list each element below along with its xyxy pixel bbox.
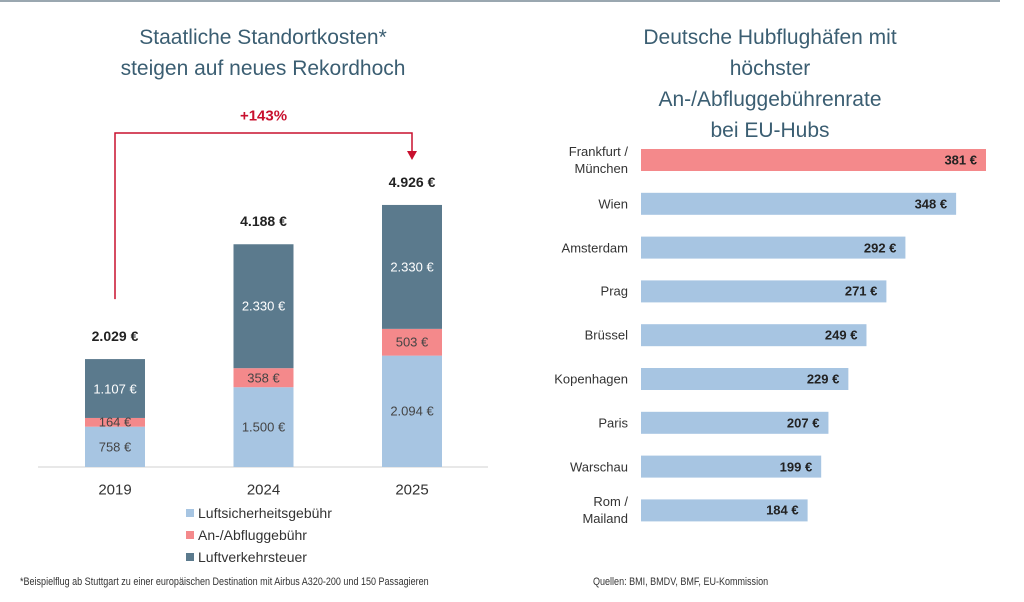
bar-segment	[85, 417, 145, 427]
bar-segment	[382, 204, 442, 329]
legend-label: Luftsicherheitsgebühr	[198, 505, 332, 521]
value-label: 207 €	[786, 415, 820, 431]
y-tick-label: Frankfurt / München	[568, 144, 628, 176]
bar-segment	[233, 244, 294, 369]
bar	[641, 280, 887, 303]
value-label: 2.330 €	[241, 298, 286, 314]
legend-swatch	[186, 509, 194, 517]
value-label: 2.094 €	[390, 403, 434, 419]
y-tick-label: Brüssel	[584, 327, 628, 343]
x-tick-label: 2025	[395, 481, 429, 499]
bar	[641, 368, 849, 390]
legend-swatch	[186, 531, 194, 539]
bar	[641, 411, 829, 434]
total-label: 2.029 €	[91, 328, 139, 345]
chart-title: Staatliche Standortkosten* steigen auf n…	[120, 26, 406, 80]
value-label: 164 €	[98, 414, 132, 430]
footnote: *Beispielflug ab Stuttgart zu einer euro…	[20, 576, 429, 588]
bar-segment	[382, 355, 442, 467]
top-rule	[0, 0, 1000, 2]
y-tick-label: Wien	[598, 196, 628, 212]
bar	[641, 324, 867, 347]
y-tick-label: Warschau	[569, 459, 628, 475]
legend-label: Luftverkehrsteuer	[198, 549, 307, 565]
bar-segment	[85, 426, 145, 467]
value-label: 292 €	[863, 240, 897, 256]
value-label: 381 €	[944, 152, 977, 168]
value-label: 271 €	[844, 283, 878, 299]
x-tick-label: 2019	[98, 481, 132, 499]
bar	[641, 499, 808, 522]
sources: Quellen: BMI, BMDV, BMF, EU-Kommission	[593, 576, 769, 588]
value-label: 1.107 €	[93, 381, 137, 397]
total-label: 4.188 €	[240, 213, 287, 230]
value-label: 758 €	[98, 439, 132, 455]
legend-swatch	[186, 553, 194, 561]
value-label: 348 €	[914, 196, 948, 212]
value-label: 249 €	[824, 327, 858, 343]
y-tick-label: Paris	[598, 415, 628, 431]
y-tick-label: Prag	[600, 283, 628, 299]
value-label: 358 €	[247, 370, 280, 386]
bar	[641, 192, 957, 215]
bar	[641, 149, 986, 171]
value-label: 2.330 €	[390, 259, 434, 275]
x-tick-label: 2024	[246, 481, 281, 499]
value-label: 184 €	[766, 502, 799, 518]
bar-segment	[85, 359, 145, 418]
bar	[641, 455, 822, 478]
y-tick-label: Amsterdam	[561, 240, 628, 256]
value-label: 199 €	[779, 459, 813, 475]
annotation-arrow	[114, 132, 413, 300]
value-label: 229 €	[806, 371, 840, 387]
value-label: 503 €	[395, 334, 429, 350]
annotation: +143%	[239, 107, 288, 125]
legend-label: An-/Abfluggebühr	[198, 527, 307, 543]
bar	[641, 236, 906, 259]
y-tick-label: Kopenhagen	[554, 371, 628, 387]
bar-segment	[382, 328, 442, 356]
arrow-head	[407, 151, 417, 160]
value-label: 1.500 €	[241, 419, 286, 435]
total-label: 4.926 €	[388, 174, 436, 190]
y-tick-label: Rom / Mailand	[582, 494, 628, 527]
bar-segment	[233, 368, 294, 388]
chart-title: Deutsche Hubflughäfen mit höchster An-/A…	[643, 26, 897, 142]
bar-segment	[233, 387, 294, 467]
